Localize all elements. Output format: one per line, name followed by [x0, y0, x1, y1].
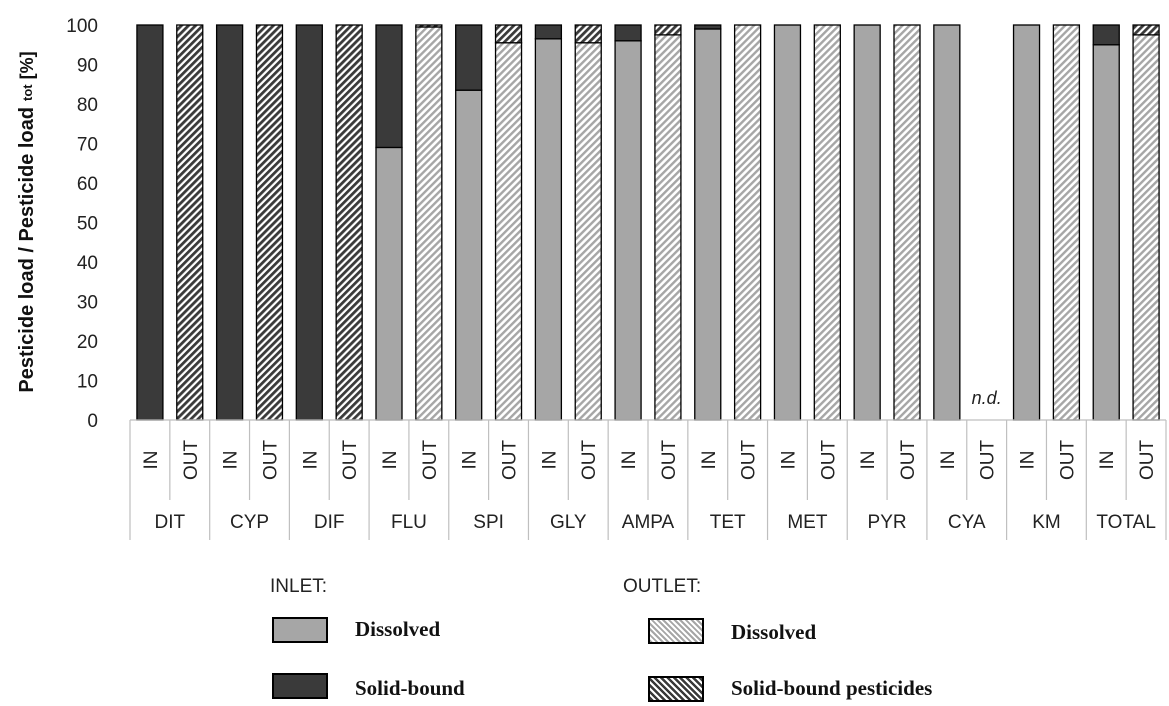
bar-dissolved-spi-in [455, 89, 483, 421]
y-tick-label: 70 [77, 135, 98, 156]
x-sub-label-out: OUT [818, 440, 839, 481]
y-tick-label: 10 [77, 372, 98, 393]
x-sub-label-in: IN [778, 451, 799, 470]
bar-dissolved-km-out [1052, 24, 1081, 421]
bar-dissolved-pyr-out [893, 24, 921, 421]
x-sub-label-in: IN [938, 451, 959, 470]
x-sub-label-out: OUT [898, 440, 919, 481]
y-tick-label: 60 [77, 174, 98, 195]
bar-dissolved-km-in [1012, 24, 1041, 421]
x-sub-label-in: IN [699, 451, 720, 470]
bar-solid-spi-out [494, 24, 523, 44]
y-axis-title-sub: tot [20, 84, 35, 101]
bar-dissolved-met-out [813, 24, 841, 421]
bar-dissolved-tet-in [694, 28, 722, 421]
x-sub-label-out: OUT [500, 440, 521, 481]
bar-dissolved-met-in [773, 24, 802, 421]
bar-solid-spi-in [455, 24, 483, 91]
y-tick-labels: 0 10 20 30 40 50 60 70 80 90 100 [66, 16, 98, 432]
x-sub-label-in: IN [619, 451, 640, 470]
x-sub-label-out: OUT [978, 440, 999, 481]
x-sub-label-in: IN [300, 451, 321, 470]
x-group-label-dif: DIF [314, 512, 345, 533]
x-group-label-tet: TET [710, 512, 746, 533]
bar-solid-dif-in [295, 24, 323, 421]
y-tick-label: 80 [77, 95, 98, 116]
bar-dissolved-ampa-out [654, 34, 682, 421]
bar-dissolved-tet-out [733, 24, 762, 421]
bar-solid-total-out [1132, 24, 1160, 36]
bar-solid-total-in [1092, 24, 1120, 46]
bar-dissolved-ampa-in [614, 40, 642, 421]
x-group-label-gly: GLY [550, 512, 587, 533]
bar-solid-flu-out [415, 24, 443, 28]
x-sub-label-in: IN [141, 451, 162, 470]
y-tick-label: 50 [77, 214, 98, 235]
bar-solid-cyp-out [255, 24, 284, 421]
bar-solid-tet-in [694, 24, 722, 30]
x-group-label-met: MET [787, 512, 828, 533]
annotation-nd: n.d. [972, 388, 1002, 408]
bar-solid-ampa-in [614, 24, 642, 42]
x-sub-label-out: OUT [181, 440, 202, 481]
bar-dissolved-total-out [1132, 34, 1160, 421]
y-tick-label: 90 [77, 56, 98, 77]
x-group-label-pyr: PYR [868, 512, 907, 533]
x-sub-label-out: OUT [579, 440, 600, 481]
bar-dissolved-spi-out [494, 42, 523, 421]
y-axis-title-main: Pesticide load / Pesticide load [16, 107, 38, 393]
x-group-label-cyp: CYP [230, 512, 269, 533]
x-sub-label-out: OUT [1137, 440, 1158, 481]
bar-dissolved-gly-out [574, 42, 602, 421]
bar-solid-dit-in [136, 24, 164, 421]
annotations: n.d. [972, 388, 1002, 408]
x-group-label-cya: CYA [948, 512, 986, 533]
x-sub-label-out: OUT [739, 440, 760, 481]
x-sub-label-out: OUT [260, 440, 281, 481]
y-tick-label: 40 [77, 253, 98, 274]
bar-solid-flu-in [375, 24, 403, 149]
x-group-label-total: TOTAL [1096, 512, 1155, 533]
y-tick-label: 100 [66, 16, 98, 37]
bar-dissolved-total-in [1092, 44, 1120, 421]
bar-solid-dit-out [176, 24, 204, 421]
x-sub-label-in: IN [1018, 451, 1039, 470]
bars [136, 24, 1160, 421]
bar-dissolved-gly-in [534, 38, 563, 421]
bar-dissolved-flu-out [415, 26, 443, 421]
x-group-label-spi: SPI [473, 512, 504, 533]
x-sub-label-in: IN [1097, 451, 1118, 470]
bar-dissolved-cya-in [933, 24, 961, 421]
bar-dissolved-pyr-in [853, 24, 881, 421]
x-group-label-dit: DIT [155, 512, 186, 533]
x-group-label-ampa: AMPA [622, 512, 675, 533]
x-sub-label-in: IN [539, 451, 560, 470]
x-group-label-flu: FLU [391, 512, 427, 533]
bar-solid-ampa-out [654, 24, 682, 36]
x-sub-label-out: OUT [1057, 440, 1078, 481]
bar-dissolved-flu-in [375, 146, 403, 421]
y-tick-label: 30 [77, 293, 98, 314]
x-sub-label-out: OUT [659, 440, 680, 481]
x-sub-label-out: OUT [340, 440, 361, 481]
bar-solid-gly-in [534, 24, 563, 40]
x-sub-label-in: IN [221, 451, 242, 470]
x-sub-label-in: IN [460, 451, 481, 470]
bar-solid-gly-out [574, 24, 602, 44]
bar-solid-cyp-in [215, 24, 244, 421]
x-sub-label-in: IN [380, 451, 401, 470]
y-axis-label: Pesticide load / Pesticide load tot [%] [16, 51, 38, 392]
x-sub-label-in: IN [858, 451, 879, 470]
y-axis-title: Pesticide load / Pesticide load tot [%] [16, 51, 38, 392]
x-sub-label-out: OUT [420, 440, 441, 481]
y-axis-title-unit: [%] [17, 51, 37, 84]
y-tick-label: 0 [87, 411, 98, 432]
category-table: IN OUT DIT IN OUT CYP IN OUT DIF IN OUT FLU IN OUT SPI… [129, 419, 1167, 540]
bar-solid-dif-out [335, 24, 363, 421]
y-tick-label: 20 [77, 332, 98, 353]
x-group-label-km: KM [1032, 512, 1061, 533]
